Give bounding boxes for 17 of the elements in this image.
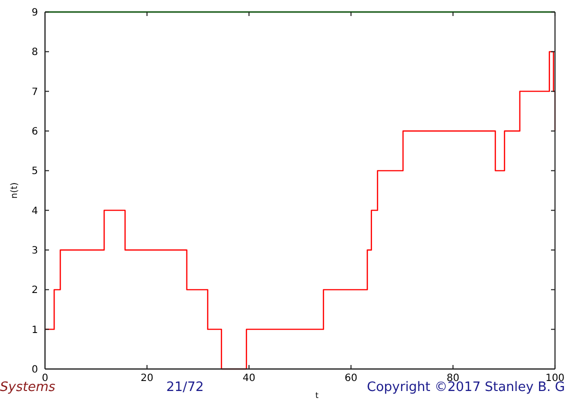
x-tick-label: 20 [140, 373, 154, 384]
y-tick-label: 4 [32, 206, 38, 217]
text: 21/72 [166, 380, 204, 395]
x-tick-label: 60 [344, 373, 358, 384]
y-tick-label: 7 [32, 86, 38, 98]
y-tick-label: 3 [32, 246, 38, 256]
y-tick-label: 9 [32, 8, 38, 18]
y-tick-label: 0 [32, 364, 38, 376]
x-axis-title: t [315, 391, 319, 400]
y-axis-title: n(t) [10, 182, 20, 199]
text: Copyright ©2017 Stanley B. G [366, 380, 565, 395]
y-tick-label: 6 [32, 126, 38, 138]
y-tick-label: 1 [32, 324, 38, 336]
y-tick-label: 8 [32, 47, 38, 58]
x-tick-label: 40 [242, 373, 256, 384]
y-tick-label: 5 [32, 166, 38, 178]
y-tick-label: 2 [32, 285, 38, 296]
